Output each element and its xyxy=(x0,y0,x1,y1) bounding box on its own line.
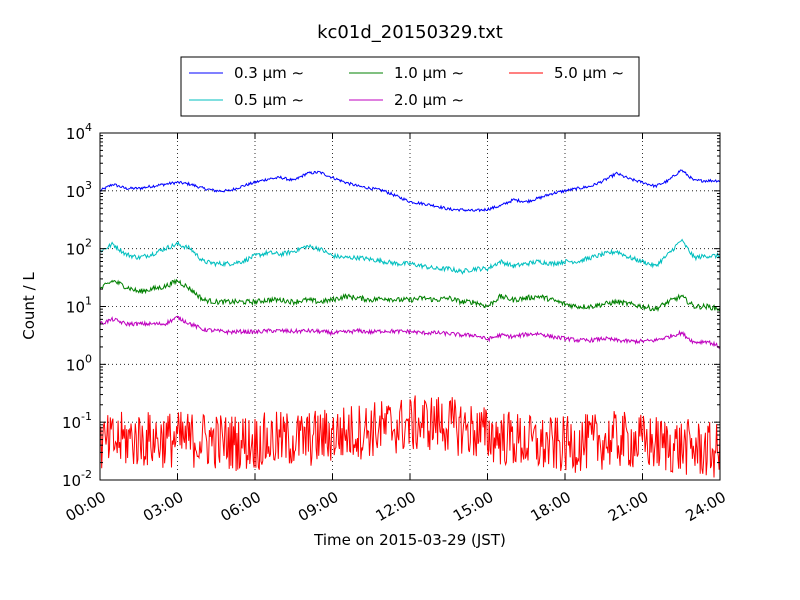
y-tick-base: 10 xyxy=(66,299,85,317)
y-tick-exponent: -1 xyxy=(81,410,92,423)
y-tick-base: 10 xyxy=(62,472,81,490)
y-tick-label: 10-2 xyxy=(62,468,92,490)
y-tick-label: 102 xyxy=(66,237,92,259)
y-tick-base: 10 xyxy=(66,125,85,143)
y-tick-exponent: 1 xyxy=(85,295,92,308)
legend-box xyxy=(180,56,640,117)
y-axis-label: Count / L xyxy=(20,272,38,340)
legend-label: 5.0 μm ∼ xyxy=(554,64,624,82)
legend-label: 2.0 μm ∼ xyxy=(394,91,464,109)
y-tick-label: 100 xyxy=(66,352,92,374)
chart-title: kc01d_20150329.txt xyxy=(317,22,503,43)
y-tick-label: 103 xyxy=(66,179,92,201)
y-tick-base: 10 xyxy=(66,241,85,259)
legend-label: 0.5 μm ∼ xyxy=(234,91,304,109)
series-line-3 xyxy=(99,315,721,350)
legend-label: 0.3 μm ∼ xyxy=(234,64,304,82)
legend-label: 1.0 μm ∼ xyxy=(394,64,464,82)
y-tick-base: 10 xyxy=(66,356,85,374)
y-tick-label: 101 xyxy=(66,295,92,317)
y-tick-label: 10-1 xyxy=(62,410,92,432)
y-tick-exponent: -2 xyxy=(81,468,92,481)
y-tick-exponent: 4 xyxy=(85,121,92,134)
series-line-1 xyxy=(99,238,721,275)
y-tick-base: 10 xyxy=(66,183,85,201)
legend: 0.3 μm ∼ 0.5 μm ∼ 1.0 μm ∼ 2.0 μm ∼ 5.0 μm ∼ xyxy=(180,56,640,117)
y-tick-exponent: 3 xyxy=(85,179,92,192)
y-tick-base: 10 xyxy=(62,414,81,432)
series-line-4 xyxy=(99,395,721,478)
series-line-2 xyxy=(99,278,721,313)
series-line-0 xyxy=(99,169,721,213)
series-layer xyxy=(99,169,721,478)
y-tick-exponent: 0 xyxy=(85,352,92,365)
y-tick-exponent: 2 xyxy=(85,237,92,250)
y-tick-label: 104 xyxy=(66,121,92,143)
x-axis-label: Time on 2015-03-29 (JST) xyxy=(313,531,506,549)
